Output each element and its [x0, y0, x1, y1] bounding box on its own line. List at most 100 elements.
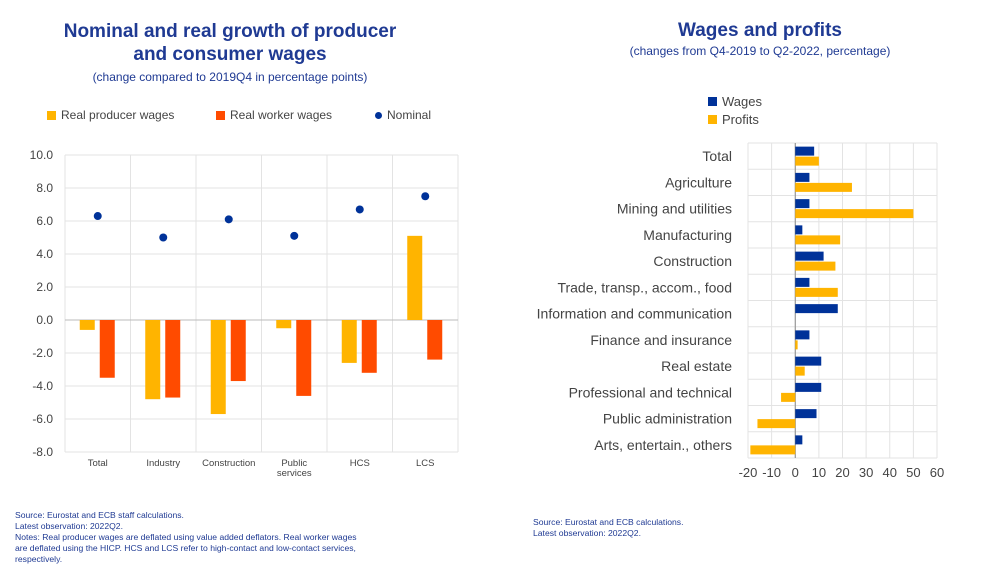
y-tick-label: 2.0 [36, 280, 53, 294]
y-tick-label: Professional and technical [569, 384, 732, 400]
right-note-line: Latest observation: 2022Q2. [533, 528, 641, 538]
bar-profits [750, 445, 796, 455]
x-tick-label: 20 [835, 465, 849, 480]
left-chart: 10.0 8.0 6.0 4.0 2.0 0.0 -2.0 -4.0 -6.0 -8.0 Total… [30, 148, 459, 479]
bar-real-worker [296, 320, 312, 396]
y-tick-label: Manufacturing [643, 227, 732, 243]
left-note-line: Notes: Real producer wages are deflated … [15, 532, 357, 542]
legend-swatch-wages [708, 97, 717, 106]
bar-real-producer [210, 320, 226, 415]
y-tick-label: -4.0 [32, 379, 53, 393]
y-tick-label: 0.0 [36, 313, 53, 327]
bar-profits [795, 366, 805, 376]
bar-wages [795, 277, 810, 287]
legend-profits: Profits [708, 112, 759, 127]
bar-wages [795, 225, 803, 235]
x-tick-label: -20 [739, 465, 758, 480]
x-tick-label: 40 [883, 465, 897, 480]
dot-nominal [159, 233, 168, 242]
y-tick-label: Information and communication [537, 306, 732, 322]
y-tick-label: Total [702, 148, 732, 164]
y-tick-label: Mining and utilities [617, 201, 732, 217]
left-chart-title-line2: and consumer wages [133, 44, 327, 65]
legend-wages: Wages [708, 94, 762, 109]
x-tick-label: services [277, 468, 312, 479]
right-chart-subtitle: (changes from Q4-2019 to Q2-2022, percen… [629, 44, 891, 58]
bar-real-worker [230, 320, 246, 382]
dot-nominal [355, 205, 364, 214]
bar-wages [795, 330, 810, 340]
bar-wages [795, 409, 817, 419]
x-tick-label: HCS [350, 458, 370, 469]
bar-profits [795, 340, 798, 350]
bar-wages [795, 251, 824, 261]
bar-real-worker [361, 320, 377, 373]
left-note-line: are deflated using the HICP. HCS and LCS… [15, 543, 356, 553]
bar-real-worker [99, 320, 115, 378]
y-tick-label: Finance and insurance [590, 332, 732, 348]
y-tick-label: 6.0 [36, 214, 53, 228]
bar-wages [795, 172, 810, 182]
bar-profits [795, 182, 852, 192]
bar-wages [795, 356, 822, 366]
left-chart-title: Nominal and real growth of producer and … [15, 20, 445, 66]
left-note-line: respectively. [15, 554, 63, 564]
legend-swatch-real-worker [216, 110, 225, 120]
y-tick-label: 4.0 [36, 247, 53, 261]
right-chart: -20 -10 0 10 20 30 40 50 60 Total Agriculture Minin… [537, 142, 944, 480]
x-tick-label: 30 [859, 465, 873, 480]
x-tick-label: LCS [416, 458, 434, 469]
y-tick-label: Arts, entertain., others [594, 437, 732, 453]
bar-real-producer [145, 320, 161, 400]
y-tick-label: -8.0 [32, 445, 53, 459]
x-tick-label: 50 [906, 465, 920, 480]
right-note-line: Source: Eurostat and ECB calculations. [533, 517, 684, 527]
legend-label-nominal: Nominal [387, 108, 432, 122]
bar-wages [795, 435, 803, 445]
left-notes: Source: Eurostat and ECB staff calculati… [15, 510, 465, 565]
bar-profits [795, 235, 841, 245]
left-note-line: Source: Eurostat and ECB staff calculati… [15, 510, 184, 520]
right-notes: Source: Eurostat and ECB calculations. L… [533, 517, 833, 539]
right-chart-title: Wages and profits [678, 20, 842, 41]
bar-profits [781, 392, 796, 402]
y-tick-label: -2.0 [32, 346, 53, 360]
left-chart-subtitle: (change compared to 2019Q4 in percentage… [92, 70, 368, 84]
y-tick-label: Construction [653, 253, 732, 269]
bar-profits [795, 209, 914, 219]
dot-nominal [290, 231, 299, 240]
x-tick-label: Industry [146, 458, 180, 469]
bar-wages [795, 304, 838, 314]
legend-label-real-producer: Real producer wages [61, 108, 175, 122]
bar-wages [795, 146, 815, 156]
legend-label-wages: Wages [722, 94, 762, 109]
y-tick-label: Trade, transp., accom., food [557, 279, 732, 295]
y-tick-label: Agriculture [665, 174, 732, 190]
bar-real-producer [79, 320, 95, 330]
x-tick-label: Public [281, 458, 307, 469]
x-tick-label: 10 [812, 465, 826, 480]
legend-nominal: Nominal [375, 108, 431, 122]
bar-wages [795, 382, 822, 392]
left-note-line: Latest observation: 2022Q2. [15, 521, 123, 531]
bar-wages [795, 199, 810, 209]
bar-real-worker [427, 320, 443, 360]
x-tick-label: 0 [792, 465, 799, 480]
dot-nominal [93, 212, 102, 221]
y-tick-label: 8.0 [36, 181, 53, 195]
bar-real-producer [407, 235, 423, 320]
left-chart-title-line1: Nominal and real growth of producer [63, 21, 397, 42]
y-tick-label: Real estate [661, 358, 732, 374]
legend-label-profits: Profits [722, 112, 759, 127]
bar-real-producer [276, 320, 292, 329]
dot-nominal [224, 215, 233, 224]
bar-real-producer [341, 320, 357, 363]
legend-swatch-profits [708, 115, 717, 124]
legend-real-producer: Real producer wages [47, 108, 174, 122]
bar-real-worker [165, 320, 181, 398]
x-tick-label: Construction [202, 458, 255, 469]
legend-swatch-real-producer [47, 110, 56, 120]
bar-profits [795, 287, 838, 297]
x-tick-label: -10 [762, 465, 781, 480]
x-tick-label: 60 [930, 465, 944, 480]
